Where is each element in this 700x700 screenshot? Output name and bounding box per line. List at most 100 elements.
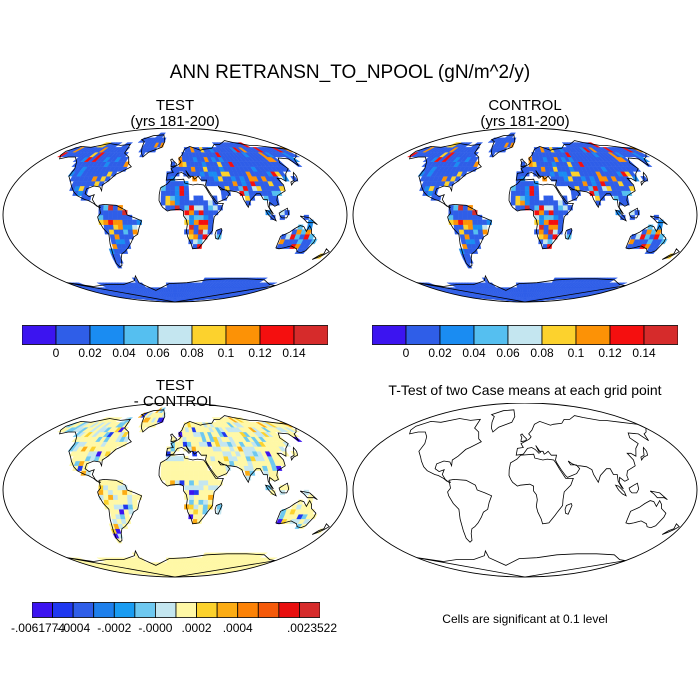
grid-cell bbox=[112, 494, 119, 500]
map-cells bbox=[409, 409, 680, 577]
significance-note: Cells are significant at 0.1 level bbox=[442, 612, 608, 626]
grid-cell bbox=[457, 210, 464, 216]
map-cells bbox=[406, 132, 680, 302]
grid-cell bbox=[117, 485, 123, 491]
grid-cell bbox=[174, 195, 180, 201]
grid-cell bbox=[124, 239, 131, 245]
grid-cell bbox=[457, 214, 464, 220]
grid-cell bbox=[208, 480, 214, 486]
diff-colorbar bbox=[32, 602, 320, 618]
grid-cell bbox=[543, 229, 549, 235]
grid-cell bbox=[103, 494, 109, 500]
grid-cell bbox=[212, 205, 219, 211]
grid-cell bbox=[174, 456, 180, 462]
grid-cell bbox=[112, 210, 118, 216]
grid-cell bbox=[160, 475, 166, 481]
coastline-eurasia bbox=[165, 415, 299, 490]
grid-cell bbox=[197, 514, 203, 520]
grid-cell bbox=[510, 195, 516, 201]
grid-cell bbox=[463, 229, 470, 235]
grid-cell bbox=[453, 219, 459, 225]
grid-cell bbox=[127, 504, 134, 510]
grid-cell bbox=[203, 499, 209, 505]
coastline-antarctica bbox=[66, 274, 276, 302]
grid-cell bbox=[538, 200, 545, 206]
grid-cell bbox=[127, 219, 133, 225]
grid-cell bbox=[188, 229, 194, 235]
diff-title: TEST bbox=[155, 377, 195, 394]
coastline-britain bbox=[170, 158, 177, 168]
grid-cell bbox=[132, 499, 138, 505]
colorbar-swatch bbox=[32, 602, 53, 618]
coastline-japan bbox=[640, 446, 649, 461]
colorbar-swatch bbox=[643, 325, 678, 345]
grid-cell bbox=[198, 504, 204, 510]
grid-cell bbox=[188, 200, 195, 206]
grid-cell bbox=[203, 475, 209, 481]
grid-cell bbox=[179, 200, 185, 206]
colorbar-label: 0.06 bbox=[146, 346, 170, 360]
grid-cell bbox=[208, 210, 214, 216]
grid-cell bbox=[543, 195, 549, 201]
grid-cell bbox=[198, 485, 204, 491]
grid-cell bbox=[548, 210, 554, 216]
colorbar-swatch bbox=[72, 602, 95, 618]
colorbar-swatch bbox=[89, 325, 125, 345]
colorbar-label: .0004 bbox=[222, 621, 253, 635]
grid-cell bbox=[472, 214, 478, 220]
grid-cell bbox=[112, 485, 118, 491]
map-cells bbox=[56, 132, 330, 302]
grid-cell bbox=[122, 214, 128, 220]
grid-cell bbox=[103, 219, 109, 225]
grid-cell bbox=[103, 224, 110, 230]
grid-cell bbox=[472, 219, 478, 225]
ttest-panel-title: T-Test of two Case means at each grid po… bbox=[388, 382, 662, 398]
grid-cell bbox=[165, 480, 171, 486]
grid-cell bbox=[98, 214, 104, 220]
grid-cell bbox=[211, 465, 218, 471]
grid-cell bbox=[182, 166, 188, 172]
grid-cell bbox=[558, 219, 564, 225]
colorbar-swatch bbox=[134, 602, 156, 618]
colorbar-label: -.0061774 bbox=[10, 621, 66, 635]
coastline-new-zealand bbox=[311, 523, 330, 535]
grid-cell bbox=[184, 465, 190, 471]
grid-cell bbox=[108, 205, 114, 211]
coastline-north-america bbox=[59, 418, 132, 483]
grid-cell bbox=[458, 229, 465, 235]
grid-cell bbox=[558, 210, 564, 216]
grid-cell bbox=[255, 552, 269, 558]
coastline-greenland bbox=[490, 409, 516, 433]
grid-cell bbox=[188, 224, 195, 230]
grid-cell bbox=[189, 489, 195, 495]
coastline-new-zealand bbox=[661, 523, 680, 535]
grid-cell bbox=[174, 185, 180, 191]
grid-cell bbox=[198, 489, 204, 495]
grid-cell bbox=[193, 234, 199, 240]
grid-cell bbox=[179, 460, 185, 466]
grid-cell bbox=[216, 470, 223, 476]
colorbar-swatch bbox=[439, 325, 475, 345]
grid-cell bbox=[529, 181, 535, 187]
grid-cell bbox=[103, 489, 109, 495]
grid-cell bbox=[170, 190, 176, 196]
coastline-greenland bbox=[140, 409, 166, 433]
grid-cell bbox=[203, 480, 209, 486]
grid-cell bbox=[515, 181, 521, 187]
grid-cell bbox=[108, 480, 114, 486]
control-colorbar-labels: 0 0.02 0.04 0.06 0.08 0.1 0.12 0.14 bbox=[372, 346, 678, 362]
coastline-greenland bbox=[140, 134, 166, 158]
grid-cell bbox=[467, 210, 473, 216]
grid-cell bbox=[165, 465, 171, 471]
grid-cell bbox=[132, 224, 138, 230]
grid-cell bbox=[524, 200, 530, 206]
grid-cell bbox=[528, 166, 534, 172]
grid-cell bbox=[557, 224, 564, 230]
grid-cell bbox=[524, 166, 530, 172]
grid-cell bbox=[435, 195, 442, 201]
grid-cell bbox=[529, 185, 535, 191]
grid-cell bbox=[124, 514, 131, 520]
grid-cell bbox=[170, 195, 176, 201]
grid-cell bbox=[117, 224, 124, 230]
grid-cell bbox=[203, 489, 209, 495]
